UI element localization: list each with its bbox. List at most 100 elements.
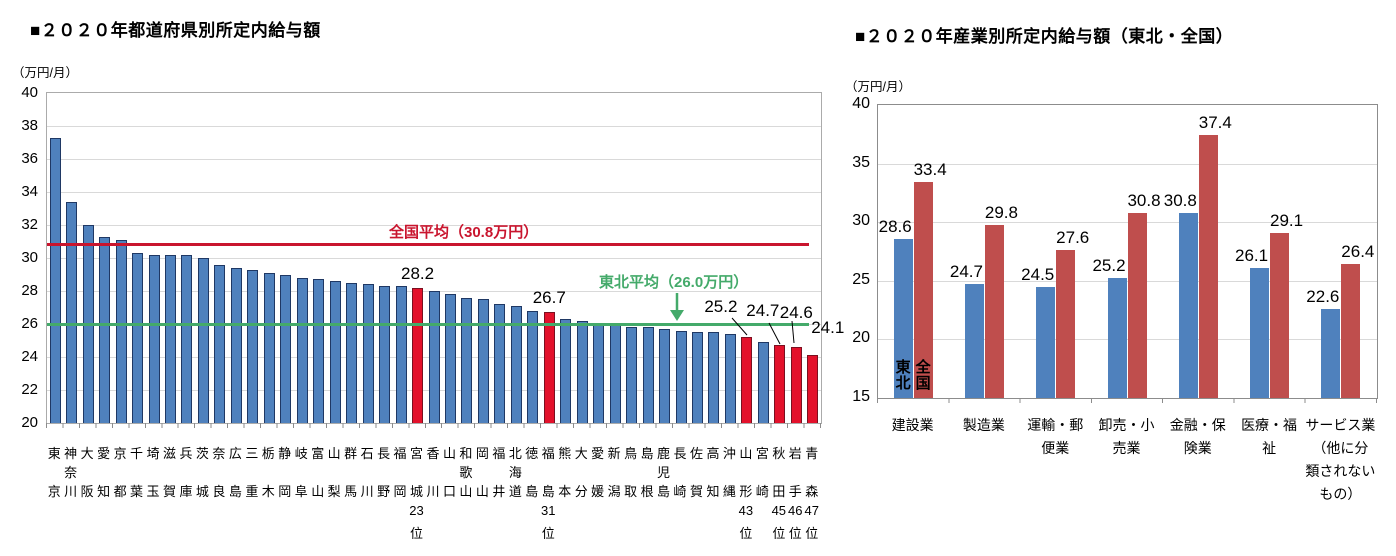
pref-name-char: 海 — [508, 465, 522, 480]
series-bar-zenkoku — [984, 224, 1004, 398]
bar-value-label: 22.6 — [1306, 286, 1340, 306]
pref-name-char: 埼 — [146, 446, 160, 461]
pref-name-char: 馬 — [344, 484, 358, 499]
series-bar-tohoku — [1107, 278, 1127, 398]
pref-name-char: 三 — [245, 446, 259, 461]
pref-name-char: 佐 — [689, 446, 703, 461]
bar-value-label: 26.7 — [532, 288, 566, 308]
right-chart-unit-label: （万円/月） — [845, 80, 911, 94]
pref-bar — [691, 332, 703, 423]
pref-name-char: 和 — [459, 446, 473, 461]
pref-name-char: 広 — [228, 446, 242, 461]
grid-line — [878, 163, 1377, 165]
pref-name-char: 富 — [311, 446, 325, 461]
pref-name-char: 山 — [442, 446, 456, 461]
pref-name-char: 山 — [327, 446, 341, 461]
y-tick-label: 28 — [21, 282, 38, 299]
left-chart-unit-label: （万円/月） — [12, 66, 78, 80]
pref-name-char: 田 — [772, 484, 786, 499]
industry-label: 建設業 — [869, 414, 957, 437]
rank-suffix-label: 位 — [739, 526, 753, 541]
industry-label: 医療・福祉 — [1225, 414, 1313, 460]
pref-name-char: 縄 — [722, 484, 736, 499]
pref-name-char: 岩 — [788, 446, 802, 461]
industry-label-line: 建設業 — [891, 417, 934, 433]
industry-label-line: 売業 — [1112, 440, 1141, 456]
pref-name-char: 新 — [607, 446, 621, 461]
pref-bar — [593, 324, 605, 423]
pref-bar — [99, 236, 111, 423]
pref-bar — [329, 281, 341, 423]
pref-bar — [444, 294, 456, 423]
industry-label-line: （他に分 — [1312, 440, 1369, 456]
series-bar-tohoku — [1178, 212, 1198, 398]
pref-bar-highlighted — [412, 287, 424, 423]
pref-bar — [510, 305, 522, 423]
pref-name-char: 香 — [426, 446, 440, 461]
pref-bar — [757, 342, 769, 423]
bar-value-label: 27.6 — [1056, 228, 1090, 248]
pref-name-char: 野 — [377, 484, 391, 499]
pref-name-char: 森 — [805, 484, 819, 499]
pref-name-char: 城 — [195, 484, 209, 499]
industry-label: 卸売・小 売業 — [1083, 414, 1171, 460]
pref-name-char: 良 — [212, 484, 226, 499]
national-average-label: 全国平均（30.8万円） — [389, 223, 539, 241]
pref-bar — [296, 277, 308, 423]
bar-value-label: 33.4 — [913, 160, 947, 180]
bar-value-label: 30.8 — [1163, 190, 1197, 210]
pref-name-char: 媛 — [591, 484, 605, 499]
pref-name-char: 山 — [739, 446, 753, 461]
pref-bar — [66, 201, 78, 423]
bar-value-label: 25.2 — [1092, 256, 1126, 276]
pref-name-char: 城 — [410, 484, 424, 499]
pref-bar — [148, 254, 160, 423]
pref-name-char: 青 — [805, 446, 819, 461]
pref-name-char: 島 — [640, 446, 654, 461]
y-tick-label: 15 — [852, 388, 870, 405]
pref-name-char: 重 — [245, 484, 259, 499]
pref-name-char: 兵 — [179, 446, 193, 461]
pref-name-char: 岡 — [393, 484, 407, 499]
pref-name-char: 賀 — [162, 484, 176, 499]
industry-label-line: サービス業 — [1305, 417, 1376, 433]
pref-name-char: 口 — [442, 484, 456, 499]
y-tick-label: 38 — [21, 117, 38, 134]
pref-name-char: 本 — [558, 484, 572, 499]
left-x-axis-labels: 東京神奈川大阪愛知京都千葉埼玉滋賀兵庫茨城奈良広島三重栃木静岡岐阜富山山梨群馬石… — [46, 444, 820, 554]
pref-name-char: 川 — [64, 484, 78, 499]
series-bar-tohoku — [1321, 308, 1341, 398]
pref-bar — [527, 310, 539, 423]
y-tick-label: 26 — [21, 315, 38, 332]
pref-name-char: 福 — [541, 446, 555, 461]
industry-label: 製造業 — [940, 414, 1028, 437]
pref-name-char: 庫 — [179, 484, 193, 499]
pref-name-char: 都 — [113, 484, 127, 499]
pref-name-char: 児 — [657, 465, 671, 480]
pref-name-char: 京 — [47, 484, 61, 499]
industry-label-line: 医療・福 — [1241, 417, 1298, 433]
pref-bar — [115, 239, 127, 423]
in-bar-series-label-tohoku: 東 北 — [895, 359, 911, 392]
industry-label-line: 運輸・郵 — [1027, 417, 1084, 433]
pref-name-char: 取 — [624, 484, 638, 499]
series-bar-zenkoku — [1270, 232, 1290, 398]
y-tick-label: 36 — [21, 150, 38, 167]
pref-name-char: 知 — [97, 484, 111, 499]
pref-bar — [165, 254, 176, 423]
y-tick-label: 34 — [21, 183, 38, 200]
pref-bar-highlighted — [774, 345, 786, 423]
pref-name-char: 長 — [673, 446, 687, 461]
pref-bar — [395, 286, 407, 423]
y-tick-label: 30 — [852, 212, 870, 230]
pref-bar — [428, 291, 440, 423]
rank-suffix-label: 位 — [410, 526, 424, 541]
leader-line — [768, 322, 781, 345]
rank-suffix-label: 位 — [788, 526, 802, 541]
pref-name-char: 山 — [475, 484, 489, 499]
series-bar-zenkoku — [1198, 135, 1218, 398]
grid-line — [47, 258, 821, 259]
industry-label-line: 便業 — [1041, 440, 1070, 456]
pref-name-char: 福 — [393, 446, 407, 461]
pref-bar — [247, 269, 259, 423]
